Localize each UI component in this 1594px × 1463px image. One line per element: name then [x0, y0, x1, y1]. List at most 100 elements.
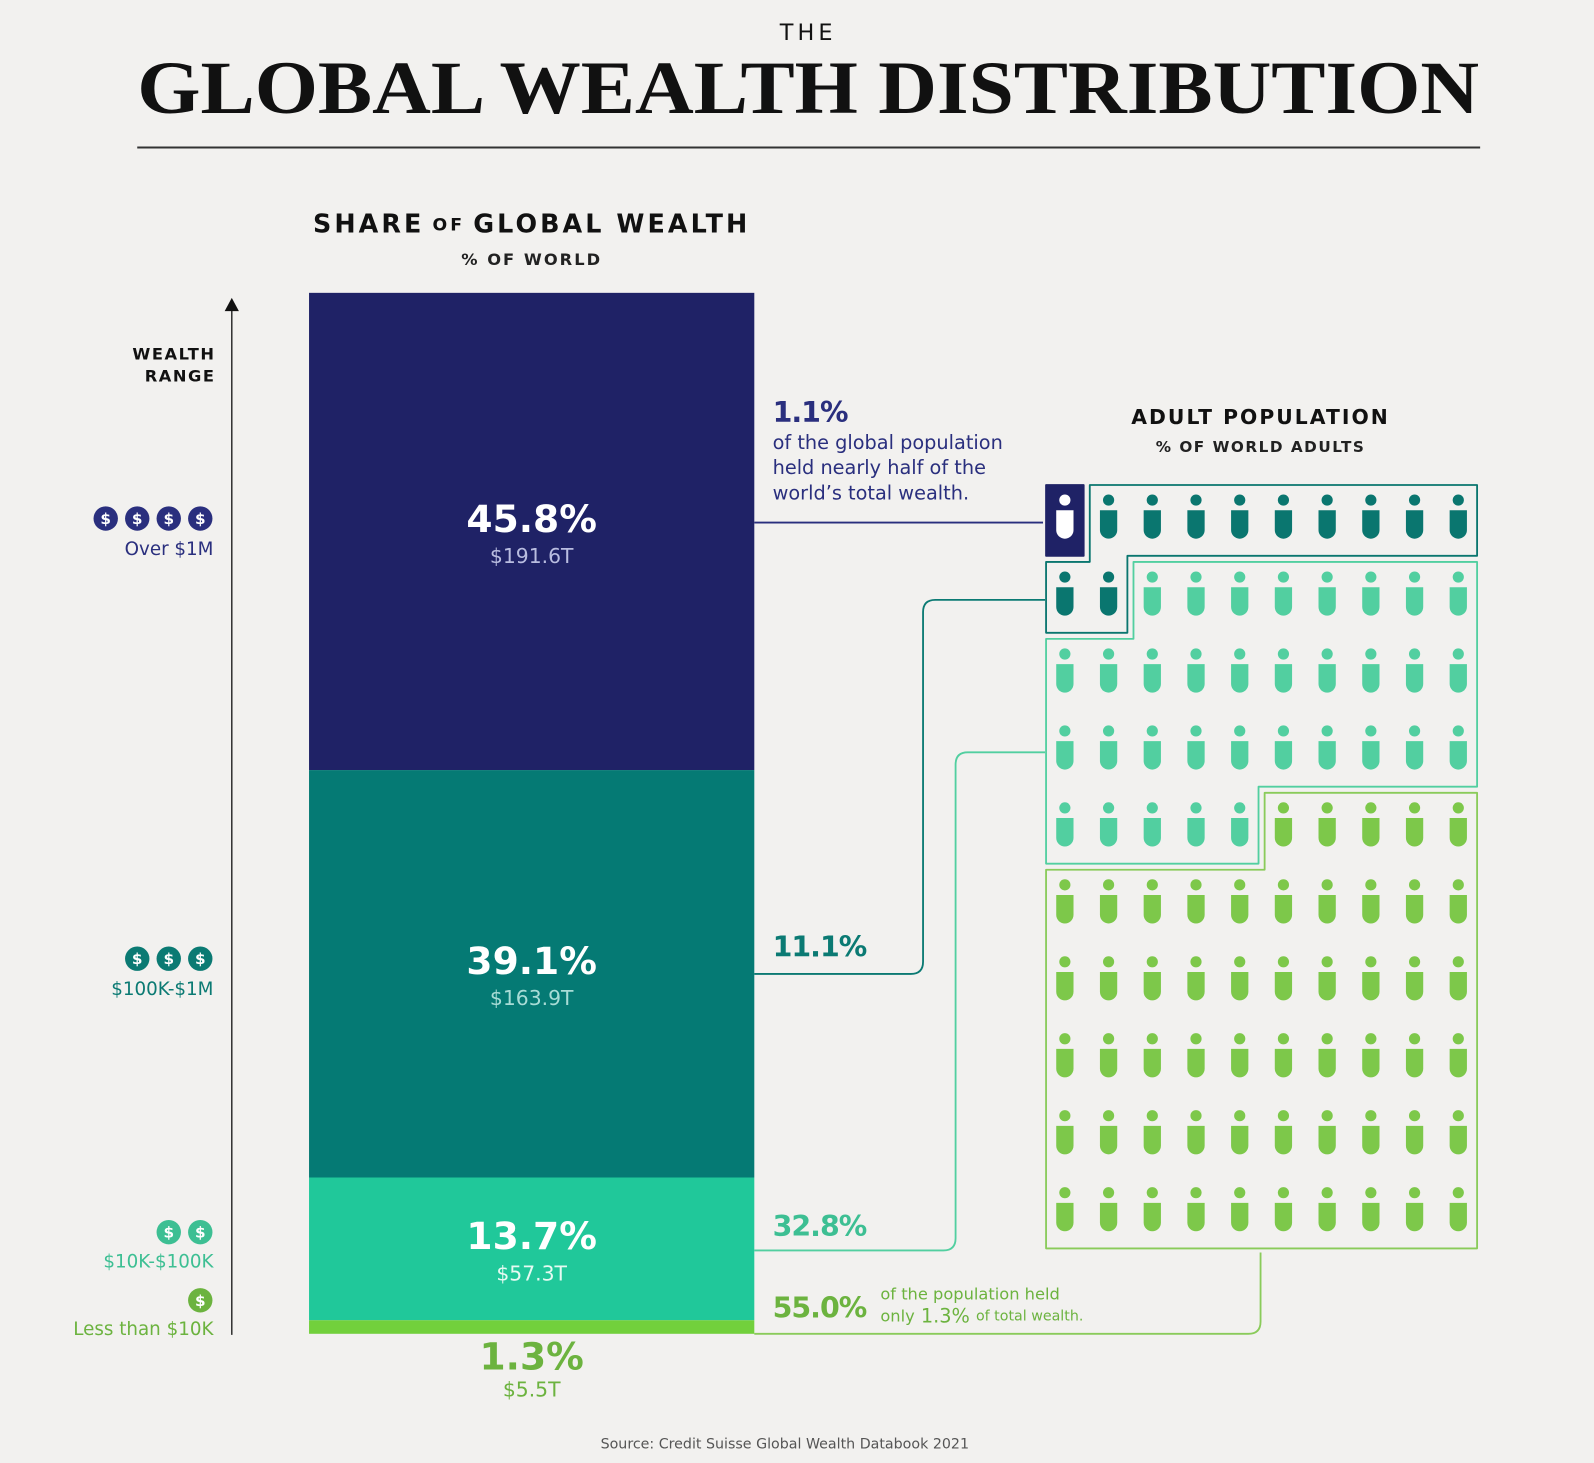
person-head [1190, 494, 1202, 506]
person-body [1449, 587, 1467, 616]
person-body [1449, 971, 1467, 1001]
person-body [1318, 971, 1336, 1001]
tier-icon [156, 946, 181, 971]
person-head [1408, 1033, 1421, 1045]
person-body [1231, 1125, 1249, 1155]
annotation: held nearly half of the [773, 456, 986, 479]
person-head [1059, 571, 1071, 583]
person-body [1318, 1202, 1336, 1232]
person-head [1234, 1187, 1246, 1199]
person-body [1405, 664, 1424, 693]
person-head [1234, 802, 1246, 814]
person-head [1102, 956, 1115, 968]
person-head [1190, 1187, 1202, 1199]
heading-part: OF [433, 216, 466, 236]
person-body [1231, 971, 1249, 1001]
group-outline [1045, 561, 1479, 865]
value-label: 39.1% [466, 939, 596, 983]
person-body [1449, 1125, 1467, 1155]
person-head [1234, 571, 1246, 583]
population-label: 32.8% [773, 1210, 867, 1243]
person-head [1146, 1033, 1158, 1045]
population-heading: ADULT POPULATION [1131, 405, 1390, 429]
person-head [1452, 1187, 1464, 1199]
person-body [1187, 664, 1205, 693]
person-head [1365, 1187, 1377, 1199]
person-head [1277, 494, 1290, 506]
person-head [1408, 802, 1421, 814]
tier-icon [156, 1219, 181, 1245]
person-body [1449, 1202, 1467, 1232]
person-head [1059, 494, 1071, 506]
person-body [1056, 971, 1074, 1001]
connector [754, 1252, 1262, 1335]
person-head [1452, 571, 1464, 583]
tier-icon-symbol: $ [163, 1224, 174, 1242]
person-head [1146, 571, 1158, 583]
population-label: 1.1% [773, 396, 848, 429]
person-body [1362, 741, 1380, 770]
tier-label: $10K-$100K [103, 1252, 214, 1273]
person-body [1231, 895, 1249, 924]
supertitle: THE [779, 20, 837, 46]
person-head [1408, 1187, 1421, 1199]
person-head [1190, 1033, 1202, 1045]
person-body [1099, 1048, 1118, 1078]
person-body [1274, 664, 1293, 693]
person-head [1365, 1110, 1377, 1122]
person-body [1449, 818, 1467, 847]
tier-icon-symbol: $ [100, 510, 111, 528]
person-head [1321, 1187, 1333, 1199]
person-body [1318, 818, 1336, 847]
person-body [1449, 1048, 1467, 1078]
person-head [1146, 1187, 1158, 1199]
tier-icon-symbol: $ [163, 510, 174, 528]
person-head [1059, 1187, 1071, 1199]
group-outline [1045, 484, 1479, 634]
person-body [1143, 664, 1161, 693]
person-head [1321, 802, 1333, 814]
person-head [1059, 802, 1071, 814]
bar-segment [309, 292, 755, 771]
person-head [1277, 802, 1290, 814]
person-body [1274, 510, 1293, 539]
person-body [1056, 1048, 1074, 1078]
person-head [1408, 494, 1421, 506]
person-body [1187, 895, 1205, 924]
person-head [1321, 571, 1333, 583]
person-body [1405, 587, 1424, 616]
person-body [1056, 1202, 1074, 1232]
person-body [1231, 510, 1249, 539]
person-head [1190, 956, 1202, 968]
tier-icon-symbol: $ [132, 950, 143, 968]
person-body [1274, 1202, 1293, 1232]
person-body [1056, 1125, 1074, 1155]
person-body [1362, 510, 1380, 539]
person-head [1365, 571, 1377, 583]
person-head [1190, 571, 1202, 583]
person-head [1452, 725, 1464, 737]
person-head [1365, 648, 1377, 660]
person-head [1234, 725, 1246, 737]
person-head [1365, 956, 1377, 968]
person-body [1099, 510, 1118, 539]
tier-icon [188, 946, 213, 971]
annotation: world’s total wealth. [773, 482, 969, 505]
wealth-heading: SHARE OF GLOBAL WEALTH [313, 209, 750, 239]
person-body [1187, 971, 1205, 1001]
person-body [1099, 895, 1118, 924]
tier-icon [188, 506, 213, 531]
person-head [1234, 879, 1246, 891]
person-head [1102, 879, 1115, 891]
person-body [1056, 818, 1074, 847]
person-body [1318, 1048, 1336, 1078]
person-head [1102, 571, 1115, 583]
person-head [1102, 648, 1115, 660]
person-head [1277, 725, 1290, 737]
group-outline [1045, 791, 1479, 1250]
population-label: 11.1% [773, 931, 867, 964]
person-head [1452, 1110, 1464, 1122]
person-body [1056, 741, 1074, 770]
person-head [1321, 725, 1333, 737]
